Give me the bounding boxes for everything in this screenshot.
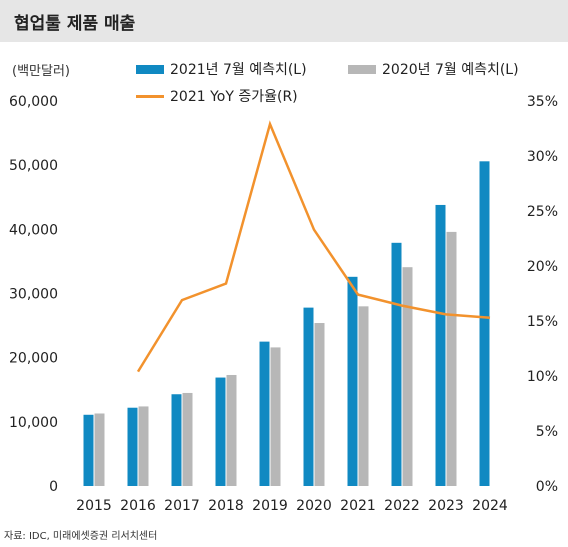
bar-2020-forecast xyxy=(358,306,369,486)
bar-2020-forecast xyxy=(94,413,105,486)
x-axis-ticks: 2015 2016 2017 2018 2019 2020 2021 2022 2023 2024 xyxy=(76,498,508,514)
x-tick-label: 2023 xyxy=(428,498,464,514)
bar-2021-forecast xyxy=(259,341,270,486)
legend-swatch-yoy xyxy=(136,94,164,98)
bar-2021-forecast xyxy=(391,242,402,486)
left-tick-label: 0 xyxy=(49,479,58,495)
x-tick-label: 2017 xyxy=(164,498,200,514)
title-bar: 협업툴 제품 매출 xyxy=(0,0,568,42)
legend-label-yoy: 2021 YoY 증가율(R) xyxy=(170,89,298,105)
legend-label-2020-forecast: 2020년 7월 예측치(L) xyxy=(382,62,519,78)
left-tick-label: 50,000 xyxy=(9,158,58,174)
right-tick-label: 20% xyxy=(527,259,558,275)
right-tick-label: 25% xyxy=(527,204,558,220)
left-tick-label: 20,000 xyxy=(9,351,58,367)
right-axis-ticks: 35% 30% 25% 20% 15% 10% 5% 0% xyxy=(527,94,558,495)
bar-2021-forecast xyxy=(215,377,226,486)
right-tick-label: 0% xyxy=(536,479,558,495)
chart-title: 협업툴 제품 매출 xyxy=(14,14,136,34)
bar-2020-forecast xyxy=(446,231,457,486)
bar-2021-forecast xyxy=(303,307,314,486)
bar-2021-forecast xyxy=(479,161,490,487)
bar-2020-forecast xyxy=(226,374,237,486)
legend-swatch-2020-forecast xyxy=(348,64,376,74)
x-tick-label: 2015 xyxy=(76,498,112,514)
bar-2020-forecast xyxy=(270,347,281,486)
x-tick-label: 2024 xyxy=(472,498,508,514)
legend-item-2021-forecast: 2021년 7월 예측치(L) xyxy=(136,59,307,79)
right-tick-label: 35% xyxy=(527,94,558,110)
x-tick-label: 2022 xyxy=(384,498,420,514)
bar-2021-forecast xyxy=(347,276,358,486)
right-tick-label: 30% xyxy=(527,149,558,165)
right-tick-label: 5% xyxy=(536,424,558,440)
bar-2021-forecast xyxy=(171,394,182,486)
bar-2021-forecast xyxy=(435,204,446,486)
yoy-line xyxy=(136,120,491,373)
bar-2021-forecast xyxy=(83,414,94,486)
bar-2020-forecast xyxy=(402,267,413,486)
legend-item-yoy: 2021 YoY 증가율(R) xyxy=(136,86,298,106)
right-tick-label: 15% xyxy=(527,314,558,330)
x-tick-label: 2016 xyxy=(120,498,156,514)
left-tick-label: 60,000 xyxy=(9,94,58,110)
left-tick-label: 10,000 xyxy=(9,415,58,431)
bar-2020-forecast xyxy=(138,406,149,486)
x-tick-label: 2019 xyxy=(252,498,288,514)
left-tick-label: 40,000 xyxy=(9,222,58,238)
bar-2021-forecast xyxy=(127,407,138,486)
left-tick-label: 30,000 xyxy=(9,287,58,303)
source-note: 자료: IDC, 미래에셋증권 리서치센터 xyxy=(4,531,158,542)
legend-swatch-2021-forecast xyxy=(136,64,164,74)
legend-item-2020-forecast: 2020년 7월 예측치(L) xyxy=(348,59,519,79)
left-axis-ticks: 60,000 50,000 40,000 30,000 20,000 10,000 0 xyxy=(9,94,58,495)
yoy-line-group xyxy=(136,120,491,373)
x-tick-label: 2018 xyxy=(208,498,244,514)
bars-group xyxy=(83,161,490,487)
right-tick-label: 10% xyxy=(527,369,558,385)
bar-2020-forecast xyxy=(314,323,325,486)
unit-label: (백만달러) xyxy=(12,64,70,79)
x-tick-label: 2021 xyxy=(340,498,376,514)
bar-2020-forecast xyxy=(182,392,193,486)
legend-label-2021-forecast: 2021년 7월 예측치(L) xyxy=(170,62,307,78)
x-tick-label: 2020 xyxy=(296,498,332,514)
